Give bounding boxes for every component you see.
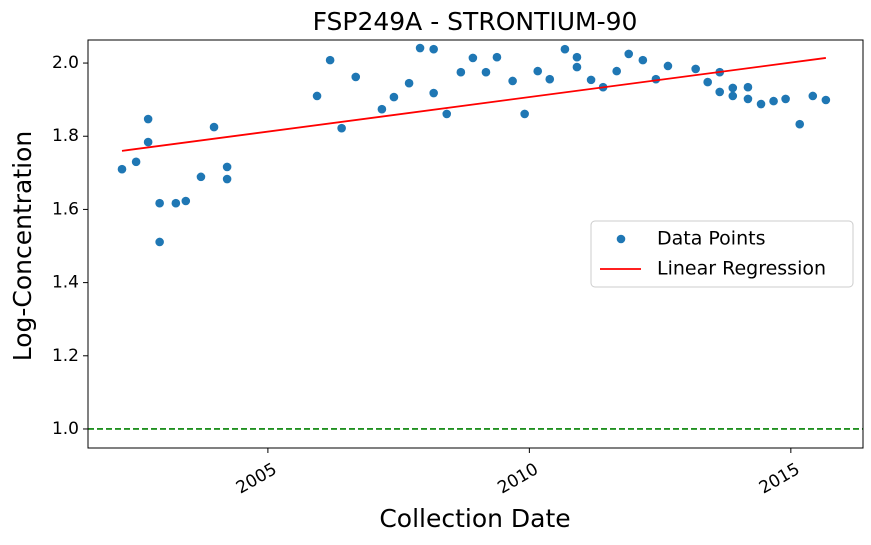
legend-marker [616,234,626,244]
data-point [429,44,438,54]
data-point [624,49,634,59]
y-tick-label: 1.0 [52,419,79,439]
data-point [638,55,648,65]
data-point [728,91,738,101]
legend-label: Data Points [657,228,765,250]
data-point [389,92,399,102]
data-point [312,91,322,101]
data-point [728,83,738,93]
data-point [377,104,387,114]
data-point [143,114,153,124]
plot-frame [87,39,864,449]
data-point [520,109,529,119]
legend-label: Linear Regression [657,258,826,280]
data-point [131,157,141,167]
data-point [572,62,582,72]
data-point [209,122,219,132]
data-point [171,198,181,208]
data-point [143,137,153,147]
x-tick-label: 2005 [233,459,280,498]
data-point [404,78,414,88]
data-point [663,61,673,71]
x-tick-label: 2015 [756,459,803,498]
y-tick-label: 1.6 [52,199,79,219]
data-point [337,123,346,133]
y-tick-label: 1.2 [52,346,79,366]
data-point [795,119,805,129]
data-point [612,66,621,76]
y-tick-label: 1.8 [52,126,79,146]
data-point [781,94,790,104]
data-point [703,77,712,87]
data-point [691,64,700,74]
y-tick-label: 1.4 [52,273,79,293]
y-axis-label: Log-Concentration [8,131,37,362]
data-point [415,43,425,53]
x-tick-label: 2010 [494,459,541,498]
x-axis-label: Collection Date [379,504,570,533]
data-point [586,75,596,85]
legend: Data Points Linear Regression [590,220,854,288]
data-point [351,72,361,82]
data-point [468,53,478,63]
data-point [222,174,232,184]
data-point [743,94,753,104]
data-point [756,99,766,109]
data-point [481,67,491,77]
data-point [325,55,335,65]
data-point [572,52,582,62]
data-point [743,82,753,92]
data-point [442,109,452,119]
legend-box [590,220,854,288]
data-point [117,164,127,174]
data-point [560,44,570,54]
regression-line [121,57,826,152]
data-point [808,91,818,101]
data-point [155,237,164,247]
data-point [492,52,502,62]
data-point [533,66,543,76]
data-point [456,67,466,77]
data-point [545,74,555,84]
data-point [508,76,517,86]
data-point [181,196,191,206]
y-tick-label: 2.0 [52,53,79,73]
data-point [155,198,164,208]
data-point [196,172,206,182]
data-point [769,96,778,106]
data-point [715,87,725,97]
data-point [222,162,232,172]
data-point [429,88,438,98]
data-point [821,95,831,105]
chart-title: FSP249A - STRONTIUM-90 [313,7,638,36]
